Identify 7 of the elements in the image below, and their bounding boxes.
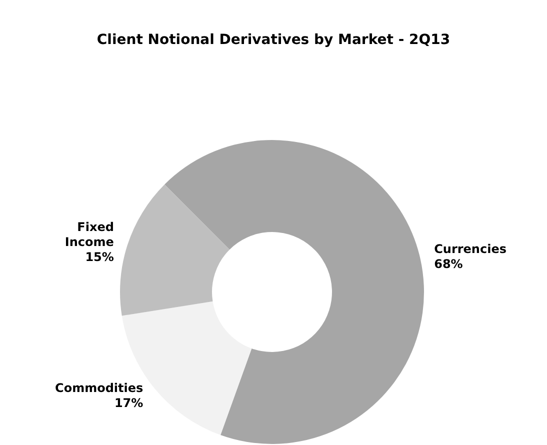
data-label: 17% (114, 396, 144, 410)
data-label: 68% (434, 257, 463, 272)
slice-label: Fixed Income (64, 220, 114, 249)
chart-title: Client Notional Derivatives by Market - 2Q13 (96, 32, 450, 48)
slice-label: Currencies (434, 242, 506, 256)
data-label: 15% (85, 250, 114, 264)
slice-label: Commodities (55, 380, 144, 395)
